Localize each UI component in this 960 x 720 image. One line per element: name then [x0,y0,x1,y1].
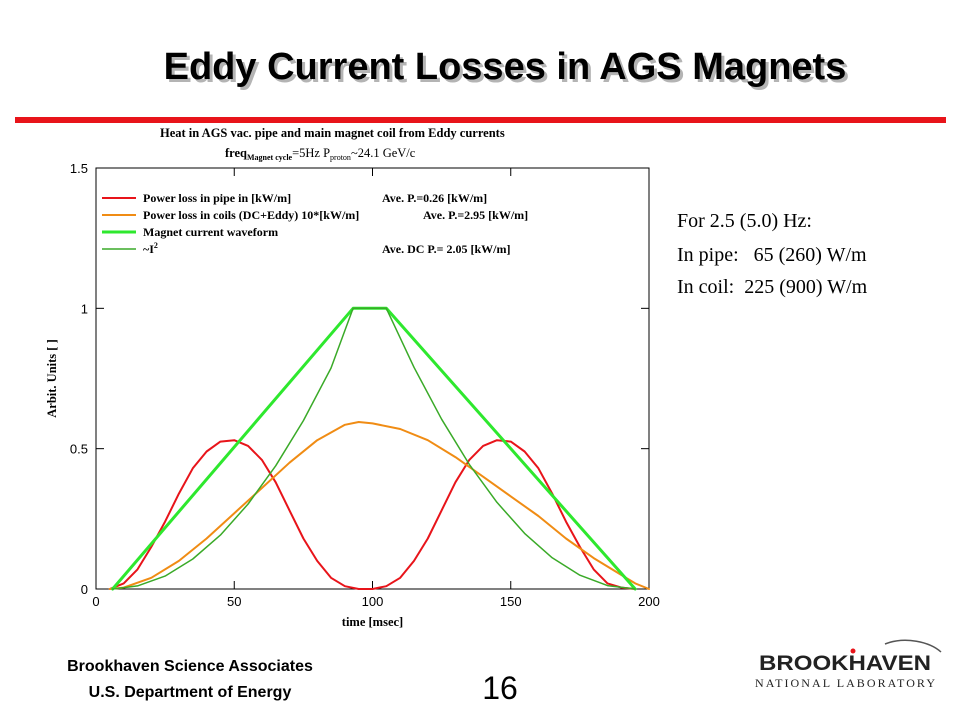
x-tick-label: 0 [92,594,99,609]
series-line-4 [111,307,636,590]
note-line-frequency: For 2.5 (5.0) Hz: [677,210,812,232]
series-line-3 [111,306,637,591]
y-tick-label: 0.5 [70,442,88,457]
x-tick-label: 50 [227,594,241,609]
legend-label-1: Power loss in pipe in [kW/m] [143,191,291,205]
x-tick-label: 150 [500,594,522,609]
legend-label-3: Magnet current waveform [143,225,278,239]
title-underline-rule [15,117,946,123]
logo-accent-dot-icon [850,648,856,654]
series-line-2 [108,421,650,590]
eddy-current-chart: Heat in AGS vac. pipe and main magnet co… [45,126,660,629]
x-tick-label: 200 [638,594,660,609]
logo-swoosh-icon [884,639,942,653]
footer-department: U.S. Department of Energy [88,684,292,701]
page-number: 16 [482,670,518,706]
logo-line2: NATIONAL LABORATORY [755,676,935,690]
chart-subtitle: freqMagnet cycle=5Hz Pproton~24.1 GeV/c [225,146,416,162]
y-axis-label: Arbit. Units [ ] [45,339,59,417]
note-line-coil: In coil: 225 (900) W/m [677,276,868,298]
logo-line1: BROOKHAVEN [759,652,931,675]
slide-title: Eddy Current Losses in AGS Magnets [163,46,847,88]
note-line-pipe: In pipe: 65 (260) W/m [677,244,867,266]
legend-value-1: Ave. P.=0.26 [kW/m] [382,191,487,205]
legend-label-4: ~I2 [143,241,158,256]
legend-label-2: Power loss in coils (DC+Eddy) 10*[kW/m] [143,208,359,222]
chart-title: Heat in AGS vac. pipe and main magnet co… [160,126,505,140]
y-tick-label: 1.5 [70,161,88,176]
x-tick-label: 100 [362,594,384,609]
y-tick-label: 1 [81,301,88,316]
legend: Power loss in pipe in [kW/m] Ave. P.=0.26… [102,191,528,256]
legend-value-4: Ave. DC P.= 2.05 [kW/m] [382,242,511,256]
y-tick-label: 0 [81,582,88,597]
brookhaven-logo: BROOKHAVEN NATIONAL LABORATORY [755,639,942,690]
chart-area: Heat in AGS vac. pipe and main magnet co… [40,123,672,633]
footer-organization: Brookhaven Science Associates [67,658,313,675]
x-axis-label: time [msec] [342,615,403,629]
series-line-1 [108,439,637,590]
legend-value-2: Ave. P.=2.95 [kW/m] [423,208,528,222]
